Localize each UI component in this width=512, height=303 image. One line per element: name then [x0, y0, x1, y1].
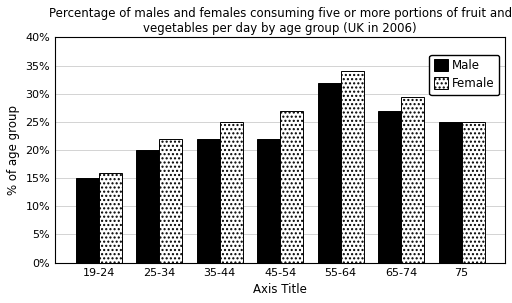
Bar: [197, 139, 220, 263]
Title: Percentage of males and females consuming five or more portions of fruit and
veg: Percentage of males and females consumin…: [49, 7, 511, 35]
Bar: [98, 173, 121, 263]
Bar: [136, 150, 159, 263]
Y-axis label: % of age group: % of age group: [7, 105, 20, 195]
Bar: [220, 122, 243, 263]
Bar: [401, 97, 424, 263]
Bar: [76, 178, 98, 263]
Bar: [317, 82, 340, 263]
Bar: [462, 122, 484, 263]
Bar: [378, 111, 401, 263]
Legend: Male, Female: Male, Female: [430, 55, 499, 95]
Bar: [340, 71, 364, 263]
Bar: [439, 122, 462, 263]
Bar: [280, 111, 303, 263]
X-axis label: Axis Title: Axis Title: [253, 283, 307, 296]
Bar: [159, 139, 182, 263]
Bar: [257, 139, 280, 263]
